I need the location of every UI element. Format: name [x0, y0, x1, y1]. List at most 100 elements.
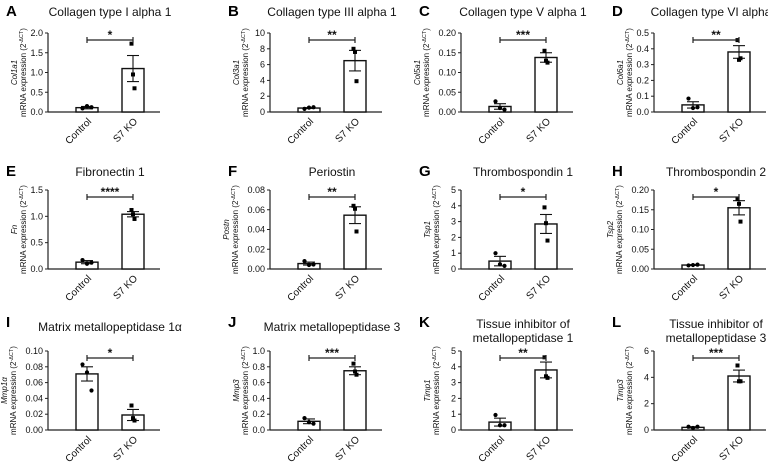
data-point-control: [89, 388, 94, 393]
y-tick-label: 2: [644, 399, 649, 409]
data-point-s7-ko: [542, 205, 547, 210]
y-axis-gene-label: Col6a1: [616, 60, 625, 85]
y-tick-label: 0.05: [438, 87, 456, 97]
x-category-label: S7 KO: [718, 434, 747, 463]
y-axis-label: mRNA expression (2-ΔCT): [241, 346, 250, 435]
data-point-control: [497, 262, 503, 267]
x-category-label: S7 KO: [334, 273, 363, 302]
y-tick-label: 1.5: [30, 185, 43, 195]
y-tick-label: 0.10: [25, 346, 43, 356]
y-tick-label: 0.06: [25, 378, 43, 388]
data-point-s7-ko: [131, 416, 135, 421]
panel-letter: C: [419, 3, 430, 20]
y-axis-label-text: mRNA expression (2: [625, 43, 634, 117]
data-point-control: [690, 105, 696, 111]
data-point-s7-ko: [542, 48, 547, 53]
significance-label: *: [714, 185, 719, 199]
y-tick-label: 0.06: [247, 205, 265, 215]
y-tick-label: 0: [260, 107, 265, 117]
chart-title: Tissue inhibitor of: [669, 317, 763, 331]
y-tick-label: 0.00: [247, 264, 265, 274]
y-tick-label: 0.20: [438, 28, 456, 38]
y-tick-label: 2: [451, 232, 456, 242]
y-tick-label: 0.2: [252, 409, 265, 419]
y-tick-label: 0.02: [247, 244, 265, 254]
x-category-label: Control: [670, 116, 701, 147]
data-point-s7-ko: [735, 197, 740, 202]
y-axis-label-text: mRNA expression (2: [19, 43, 28, 117]
data-point-s7-ko: [735, 363, 740, 368]
data-point-s7-ko: [738, 56, 743, 61]
y-axis-label: mRNA expression (2-ΔCT): [432, 185, 441, 274]
data-point-control: [89, 105, 94, 110]
data-point-s7-ko: [129, 208, 134, 213]
y-axis-label-text: mRNA expression (2: [625, 361, 634, 435]
data-point-s7-ko: [129, 41, 134, 46]
y-tick-label: 0.5: [636, 28, 649, 38]
y-tick-label: 0: [451, 425, 456, 435]
data-point-s7-ko: [132, 418, 137, 423]
x-category-label: S7 KO: [718, 116, 747, 145]
y-tick-label: 0.0: [636, 107, 649, 117]
y-tick-label: 0.1: [636, 91, 649, 101]
chart-title: metallopeptidase 1: [473, 331, 574, 345]
chart-title: Collagen type I alpha 1: [49, 5, 172, 19]
bar-s7-ko: [727, 207, 751, 270]
y-axis-label-superscript: -ΔCT: [625, 30, 631, 43]
significance-label: ***: [709, 346, 723, 360]
chart-title: Collagen type III alpha 1: [267, 5, 397, 19]
y-tick-label: 2.0: [30, 28, 43, 38]
y-tick-label: 0.08: [247, 185, 265, 195]
y-tick-label: 0.00: [631, 264, 649, 274]
x-category-label: S7 KO: [525, 273, 554, 302]
panel-letter: I: [6, 314, 10, 331]
data-point-s7-ko: [738, 379, 743, 384]
y-tick-label: 0: [451, 264, 456, 274]
y-tick-label: 0.20: [631, 185, 649, 195]
data-point-s7-ko: [132, 216, 137, 221]
x-category-label: Control: [286, 273, 317, 304]
y-axis-label: mRNA expression (2-ΔCT): [625, 346, 634, 435]
data-point-s7-ko: [738, 219, 743, 224]
y-axis-gene-label: Fn: [10, 224, 19, 234]
data-point-control: [302, 106, 307, 111]
data-point-control: [302, 259, 307, 264]
chart-title: Matrix metallopeptidase 3: [264, 320, 401, 334]
chart-title: Thrombospondin 1: [473, 165, 573, 179]
data-point-control: [80, 362, 85, 367]
significance-label: ***: [325, 346, 339, 360]
y-axis-label-text: mRNA expression (2: [19, 200, 28, 274]
y-axis-gene-label: Tsp1: [423, 221, 432, 238]
data-point-s7-ko: [132, 86, 137, 91]
y-tick-label: 1: [451, 409, 456, 419]
y-tick-label: 0.15: [438, 48, 456, 58]
y-axis-label: mRNA expression (2-ΔCT): [422, 28, 431, 117]
panel-letter: L: [612, 314, 621, 331]
data-point-s7-ko: [131, 72, 135, 77]
y-tick-label: 4: [451, 362, 456, 372]
y-axis-label: mRNA expression (2-ΔCT): [241, 28, 250, 117]
data-point-s7-ko: [545, 60, 550, 65]
x-category-label: S7 KO: [525, 434, 554, 463]
y-axis-label-superscript: -ΔCT: [9, 348, 15, 361]
y-tick-label: 10: [255, 28, 265, 38]
y-axis-label-end: ): [615, 185, 624, 188]
y-axis-label-text: mRNA expression (2: [432, 200, 441, 274]
y-axis-label-superscript: -ΔCT: [615, 187, 621, 200]
data-point-control: [84, 370, 90, 375]
bar-s7-ko: [121, 213, 145, 270]
y-axis-gene-label: Mmp3: [232, 379, 241, 402]
y-tick-label: 1: [451, 248, 456, 258]
data-point-control: [502, 107, 507, 112]
chart-panel-d: D Collagen type VI alpha 1 0.0 0.1 0.2 0.3 0.4…: [612, 3, 768, 147]
y-tick-label: 0.08: [25, 362, 43, 372]
panel-letter: F: [228, 163, 237, 180]
y-tick-label: 0.0: [30, 264, 43, 274]
chart-panel-g: G Thrombospondin 1 0 1 2 3 4 5 Tsp1 mRNA expressi…: [419, 163, 573, 304]
chart-panel-b: B Collagen type III alpha 1 0 2 4 6 8 10 Col3a1 m…: [228, 3, 397, 147]
panel-letter: A: [6, 3, 17, 20]
